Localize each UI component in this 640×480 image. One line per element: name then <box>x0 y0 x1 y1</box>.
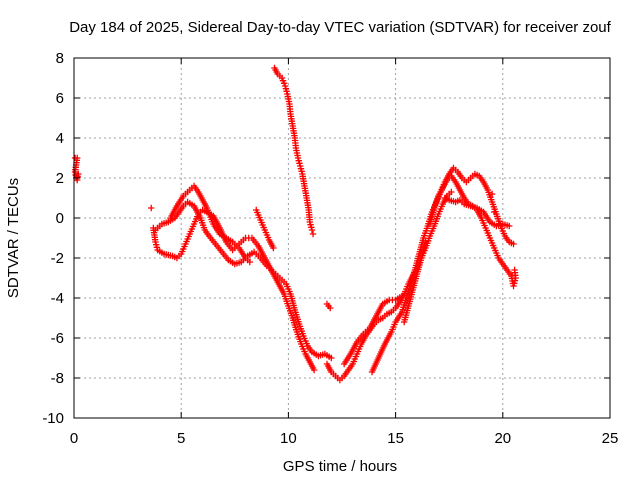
data-point <box>309 230 317 238</box>
chart-title: Day 184 of 2025, Sidereal Day-to-day VTE… <box>69 19 611 36</box>
data-point <box>448 188 455 196</box>
series-track-b <box>147 204 318 374</box>
data-point <box>147 204 155 212</box>
series-track-e <box>253 206 277 252</box>
data-point <box>246 258 254 266</box>
data-points <box>71 64 519 384</box>
x-tick-label: 0 <box>70 430 78 447</box>
x-tick-label: 15 <box>387 430 404 447</box>
series-track-j <box>368 164 517 376</box>
x-tick-label: 10 <box>280 430 297 447</box>
series-track-c <box>152 198 335 362</box>
x-tick-label: 20 <box>494 430 511 447</box>
series-track-l <box>441 190 513 230</box>
data-point <box>308 226 316 234</box>
y-tick-label: 6 <box>56 90 64 107</box>
y-tick-label: -6 <box>51 330 64 347</box>
y-tick-label: -4 <box>51 290 64 307</box>
y-tick-label: -2 <box>51 250 64 267</box>
data-point <box>510 240 517 248</box>
y-tick-label: 2 <box>56 170 64 187</box>
data-point <box>328 354 335 362</box>
y-axis-tick-labels: 8 6 4 2 0 -2 -4 -6 -8 -10 <box>42 50 64 427</box>
y-tick-label: 4 <box>56 130 64 147</box>
series-track-a <box>71 154 82 184</box>
data-point <box>327 304 334 312</box>
data-point <box>506 222 513 230</box>
series-track-f <box>271 64 317 238</box>
x-tick-label: 25 <box>602 430 619 447</box>
data-point <box>422 238 429 246</box>
axis-ticks <box>73 57 611 419</box>
x-axis-label: GPS time / hours <box>283 458 397 475</box>
data-point <box>491 208 498 216</box>
x-tick-label: 5 <box>177 430 185 447</box>
data-point <box>270 244 277 252</box>
series-track-k <box>400 172 519 326</box>
series-track-d <box>167 182 254 266</box>
plot-frame <box>73 57 611 419</box>
x-axis-tick-labels: 0 5 10 15 20 25 <box>70 430 619 447</box>
grid-lines <box>74 58 610 418</box>
data-point <box>488 190 496 198</box>
y-tick-label: -8 <box>51 370 64 387</box>
y-axis-label: SDTVAR / TECUs <box>5 178 22 298</box>
y-tick-label: -10 <box>42 410 64 427</box>
data-point <box>310 366 318 374</box>
series-track-g <box>323 300 334 312</box>
series-track-i <box>340 292 406 368</box>
y-tick-label: 8 <box>56 50 64 67</box>
data-point <box>511 266 518 274</box>
y-tick-label: 0 <box>56 210 64 227</box>
